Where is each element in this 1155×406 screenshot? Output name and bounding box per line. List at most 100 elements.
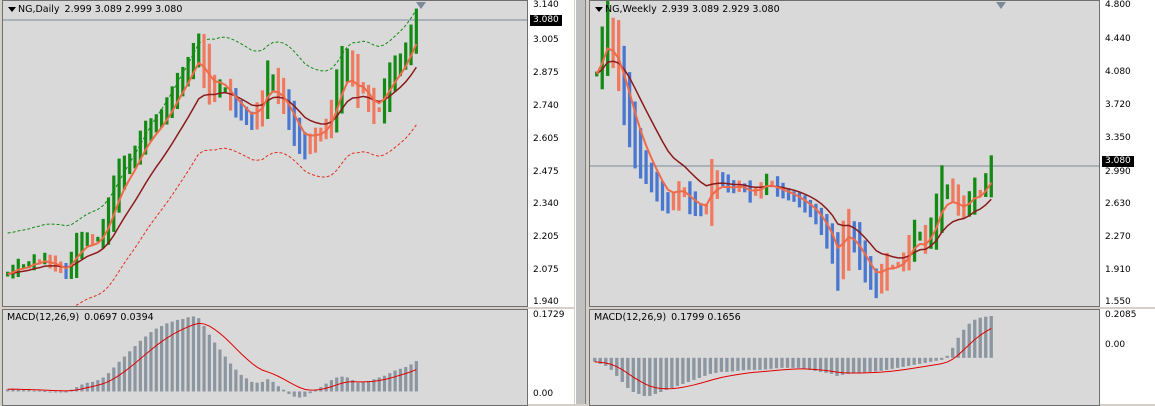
macd-bar: [159, 325, 164, 392]
price-bar: [37, 259, 42, 265]
price-tick: 2.075: [533, 265, 559, 275]
macd-bar: [780, 357, 784, 368]
price-bar: [644, 150, 648, 185]
price-bar: [808, 199, 813, 218]
macd-bar: [824, 357, 828, 373]
macd-bar: [96, 380, 100, 392]
window-splitter[interactable]: [575, 0, 586, 404]
price-chart-weekly[interactable]: [590, 1, 1099, 306]
slow-ma-line: [596, 60, 992, 259]
price-bar: [345, 48, 349, 83]
macd-bar: [6, 389, 10, 392]
macd-bar: [276, 386, 280, 392]
macd-bar: [829, 357, 834, 374]
chart-shift-marker[interactable]: [996, 2, 1006, 9]
chart-shift-marker[interactable]: [416, 2, 426, 9]
envelope-upper-line: [7, 9, 417, 234]
macd-bar: [282, 389, 286, 392]
price-bar: [666, 192, 670, 214]
price-bar: [388, 62, 392, 113]
macd-bar: [962, 329, 966, 358]
price-bar: [356, 53, 360, 109]
macd-plot-daily[interactable]: MACD(12,26,9) 0.0697 0.0394: [2, 309, 528, 406]
price-bar: [792, 191, 796, 202]
macd-bar: [181, 319, 185, 392]
price-bar: [940, 165, 944, 233]
price-bar: [165, 97, 169, 125]
price-bar: [218, 79, 222, 98]
chart-menu-icon[interactable]: [8, 7, 16, 12]
macd-bar: [708, 357, 713, 374]
price-bar: [748, 180, 752, 203]
macd-bar: [48, 391, 52, 393]
macd-bar: [725, 357, 729, 372]
chart-menu-icon[interactable]: [595, 7, 603, 12]
macd-bar: [895, 357, 900, 368]
macd-bar: [818, 357, 823, 372]
macd-bar: [170, 321, 174, 392]
macd-bar: [228, 363, 233, 392]
price-bar: [869, 256, 873, 290]
chart-window-weekly[interactable]: NG,Weekly 2.939 3.089 2.929 3.080 4.800 4…: [587, 0, 1155, 406]
macd-chart-daily[interactable]: [3, 310, 527, 405]
macd-bar: [260, 381, 265, 392]
price-bar: [704, 203, 708, 215]
price-bar: [929, 217, 933, 249]
envelope-lower-line: [73, 124, 417, 306]
macd-bar: [714, 357, 718, 373]
price-bar: [978, 189, 982, 197]
price-bar: [329, 99, 334, 139]
price-tick: 3.140: [533, 0, 559, 10]
price-bar: [186, 56, 190, 87]
price-bar: [825, 214, 829, 249]
price-bar: [133, 145, 137, 169]
price-bar: [170, 86, 174, 119]
price-bar: [830, 223, 834, 264]
price-bar: [633, 101, 637, 169]
macd-bar: [351, 380, 355, 392]
price-tick: 4.800: [1105, 0, 1131, 10]
macd-bar: [703, 357, 707, 376]
price-plot-weekly[interactable]: NG,Weekly 2.939 3.089 2.929 3.080: [589, 0, 1100, 307]
macd-bar: [912, 357, 916, 365]
macd-bar: [393, 370, 397, 392]
macd-tick: 0.00: [1105, 340, 1126, 350]
price-bar: [617, 20, 621, 92]
price-bar: [292, 100, 296, 146]
price-axis-daily: 3.140 3.080 3.005 2.875 2.740 2.605 2.47…: [528, 0, 574, 307]
macd-bar: [736, 357, 740, 371]
price-bar: [973, 177, 977, 215]
price-bar: [297, 117, 302, 154]
price-chart-daily[interactable]: [3, 1, 527, 306]
price-tick: 3.720: [1105, 100, 1131, 110]
macd-bar: [117, 361, 121, 392]
current-price-badge: 3.080: [530, 15, 562, 26]
macd-bar: [324, 383, 328, 392]
price-plot-daily[interactable]: NG,Daily 2.999 3.089 2.999 3.080: [2, 0, 528, 307]
price-bar: [611, 17, 615, 69]
chart-window-daily[interactable]: NG,Daily 2.999 3.089 2.999 3.080 3.140 3.…: [0, 0, 574, 406]
macd-chart-weekly[interactable]: [590, 310, 1099, 405]
symbol-label: NG,Daily: [18, 4, 60, 15]
price-bar: [693, 191, 698, 217]
price-bar: [912, 219, 917, 262]
macd-bar: [945, 355, 949, 358]
price-bar: [122, 155, 127, 190]
price-bar: [335, 69, 339, 133]
price-bar: [250, 111, 254, 130]
price-bar: [181, 66, 185, 97]
macd-bar: [11, 388, 15, 392]
price-bar: [841, 220, 845, 280]
price-bar: [106, 197, 111, 245]
macd-bar: [85, 382, 89, 392]
macd-plot-weekly[interactable]: MACD(12,26,9) 0.1799 0.1656: [589, 309, 1100, 406]
macd-bar: [53, 391, 58, 393]
macd-bar: [372, 379, 376, 392]
ohlc-values: 2.939 3.089 2.929 3.080: [661, 4, 780, 15]
macd-bar: [128, 351, 132, 392]
macd-bar: [637, 357, 641, 394]
price-tick: 2.875: [533, 68, 559, 78]
price-tick: 4.080: [1105, 67, 1131, 77]
macd-bar: [239, 374, 243, 392]
macd-bar: [213, 342, 217, 392]
